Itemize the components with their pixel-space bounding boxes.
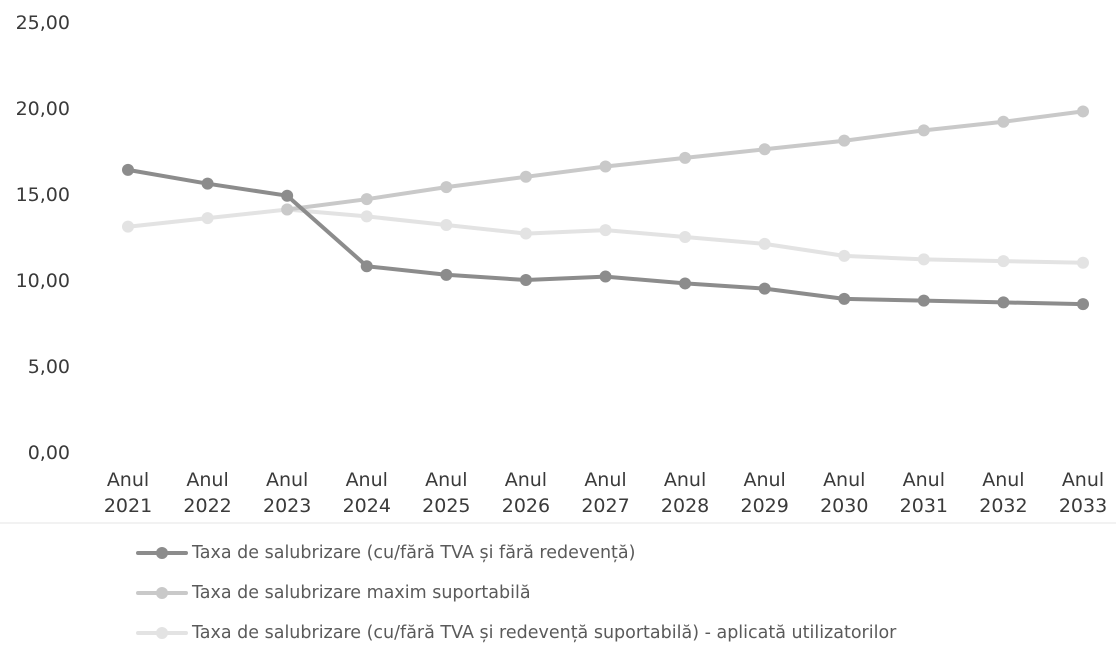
- series-3-point: [599, 224, 612, 237]
- x-tick-label: Anul 2022: [183, 469, 231, 517]
- legend-item-series-2: Taxa de salubrizare maxim suportabilă: [136, 581, 531, 605]
- series-2-point: [281, 203, 294, 216]
- series-1-point: [281, 189, 294, 202]
- series-3: [122, 203, 1089, 269]
- series-1-point: [838, 292, 851, 305]
- series-1-point: [201, 177, 214, 190]
- legend-item-series-1: Taxa de salubrizare (cu/fără TVA și fără…: [136, 541, 635, 565]
- series-1: [122, 163, 1089, 311]
- x-tick-label: Anul 2031: [900, 469, 948, 517]
- legend-swatch-series-2: [136, 581, 188, 605]
- legend-item-series-3: Taxa de salubrizare (cu/fără TVA și rede…: [136, 621, 896, 645]
- x-tick-label: Anul 2032: [979, 469, 1027, 517]
- series-2-point: [1077, 105, 1089, 118]
- x-tick-label: Anul 2026: [502, 469, 550, 517]
- series-2-point: [599, 160, 612, 173]
- series-3-point: [519, 227, 532, 240]
- series-2-point: [679, 151, 692, 164]
- series-1-point: [440, 268, 453, 281]
- x-tick-label: Anul 2033: [1059, 469, 1107, 517]
- series-3-point: [201, 212, 214, 225]
- y-tick-label: 15,00: [16, 184, 70, 206]
- x-tick-label: Anul 2030: [820, 469, 868, 517]
- series-1-line: [126, 167, 1085, 307]
- series-1-point: [122, 163, 134, 176]
- series-2-point: [838, 134, 851, 147]
- series-3-point: [997, 255, 1010, 268]
- series-3-point: [122, 220, 134, 233]
- series-2: [281, 105, 1089, 216]
- series-2-point: [440, 181, 453, 194]
- series-2-point: [360, 193, 373, 206]
- series-3-point: [360, 210, 373, 223]
- legend-swatch-series-3: [136, 621, 188, 645]
- series-1-point: [360, 260, 373, 273]
- legend-label-series-3: Taxa de salubrizare (cu/fără TVA și rede…: [192, 623, 897, 643]
- plot-area: [122, 105, 1089, 311]
- x-tick-label: Anul 2021: [104, 469, 152, 517]
- series-2-point: [758, 143, 771, 156]
- x-axis: Anul 2021 Anul 2022 Anul 2023 Anul 2024 Anul 2025…: [0, 469, 1116, 524]
- y-tick-label: 0,00: [28, 442, 70, 464]
- x-tick-label: Anul 2027: [581, 469, 629, 517]
- x-tick-label: Anul 2024: [343, 469, 391, 517]
- series-3-point: [440, 218, 453, 231]
- x-tick-label: Anul 2025: [422, 469, 470, 517]
- legend-label-series-2: Taxa de salubrizare maxim suportabilă: [192, 583, 531, 603]
- series-1-point: [758, 282, 771, 295]
- y-tick-label: 5,00: [28, 356, 70, 378]
- series-2-point: [997, 115, 1010, 128]
- y-tick-label: 10,00: [16, 270, 70, 292]
- series-3-line: [126, 207, 1085, 265]
- series-3-point: [1077, 256, 1089, 269]
- series-3-point: [917, 253, 930, 266]
- series-2-point: [917, 124, 930, 137]
- legend-label-series-1: Taxa de salubrizare (cu/fără TVA și fără…: [192, 543, 636, 563]
- series-1-point: [599, 270, 612, 283]
- series-3-point: [679, 231, 692, 243]
- series-1-point: [1077, 298, 1089, 311]
- legend-swatch-series-1: [136, 541, 188, 565]
- series-1-point: [679, 277, 692, 290]
- y-tick-label: 20,00: [16, 98, 70, 120]
- series-2-point: [519, 170, 532, 183]
- x-tick-label: Anul 2023: [263, 469, 311, 517]
- y-axis: 0,00 5,00 10,00 15,00 20,00 25,00: [16, 12, 70, 464]
- series-3-point: [758, 237, 771, 250]
- x-tick-label: Anul 2029: [740, 469, 788, 517]
- series-1-point: [519, 274, 532, 286]
- series-3-point: [838, 249, 851, 262]
- series-1-point: [917, 294, 930, 307]
- series-1-point: [997, 296, 1010, 309]
- y-tick-label: 25,00: [16, 12, 70, 34]
- x-tick-label: Anul 2028: [661, 469, 709, 517]
